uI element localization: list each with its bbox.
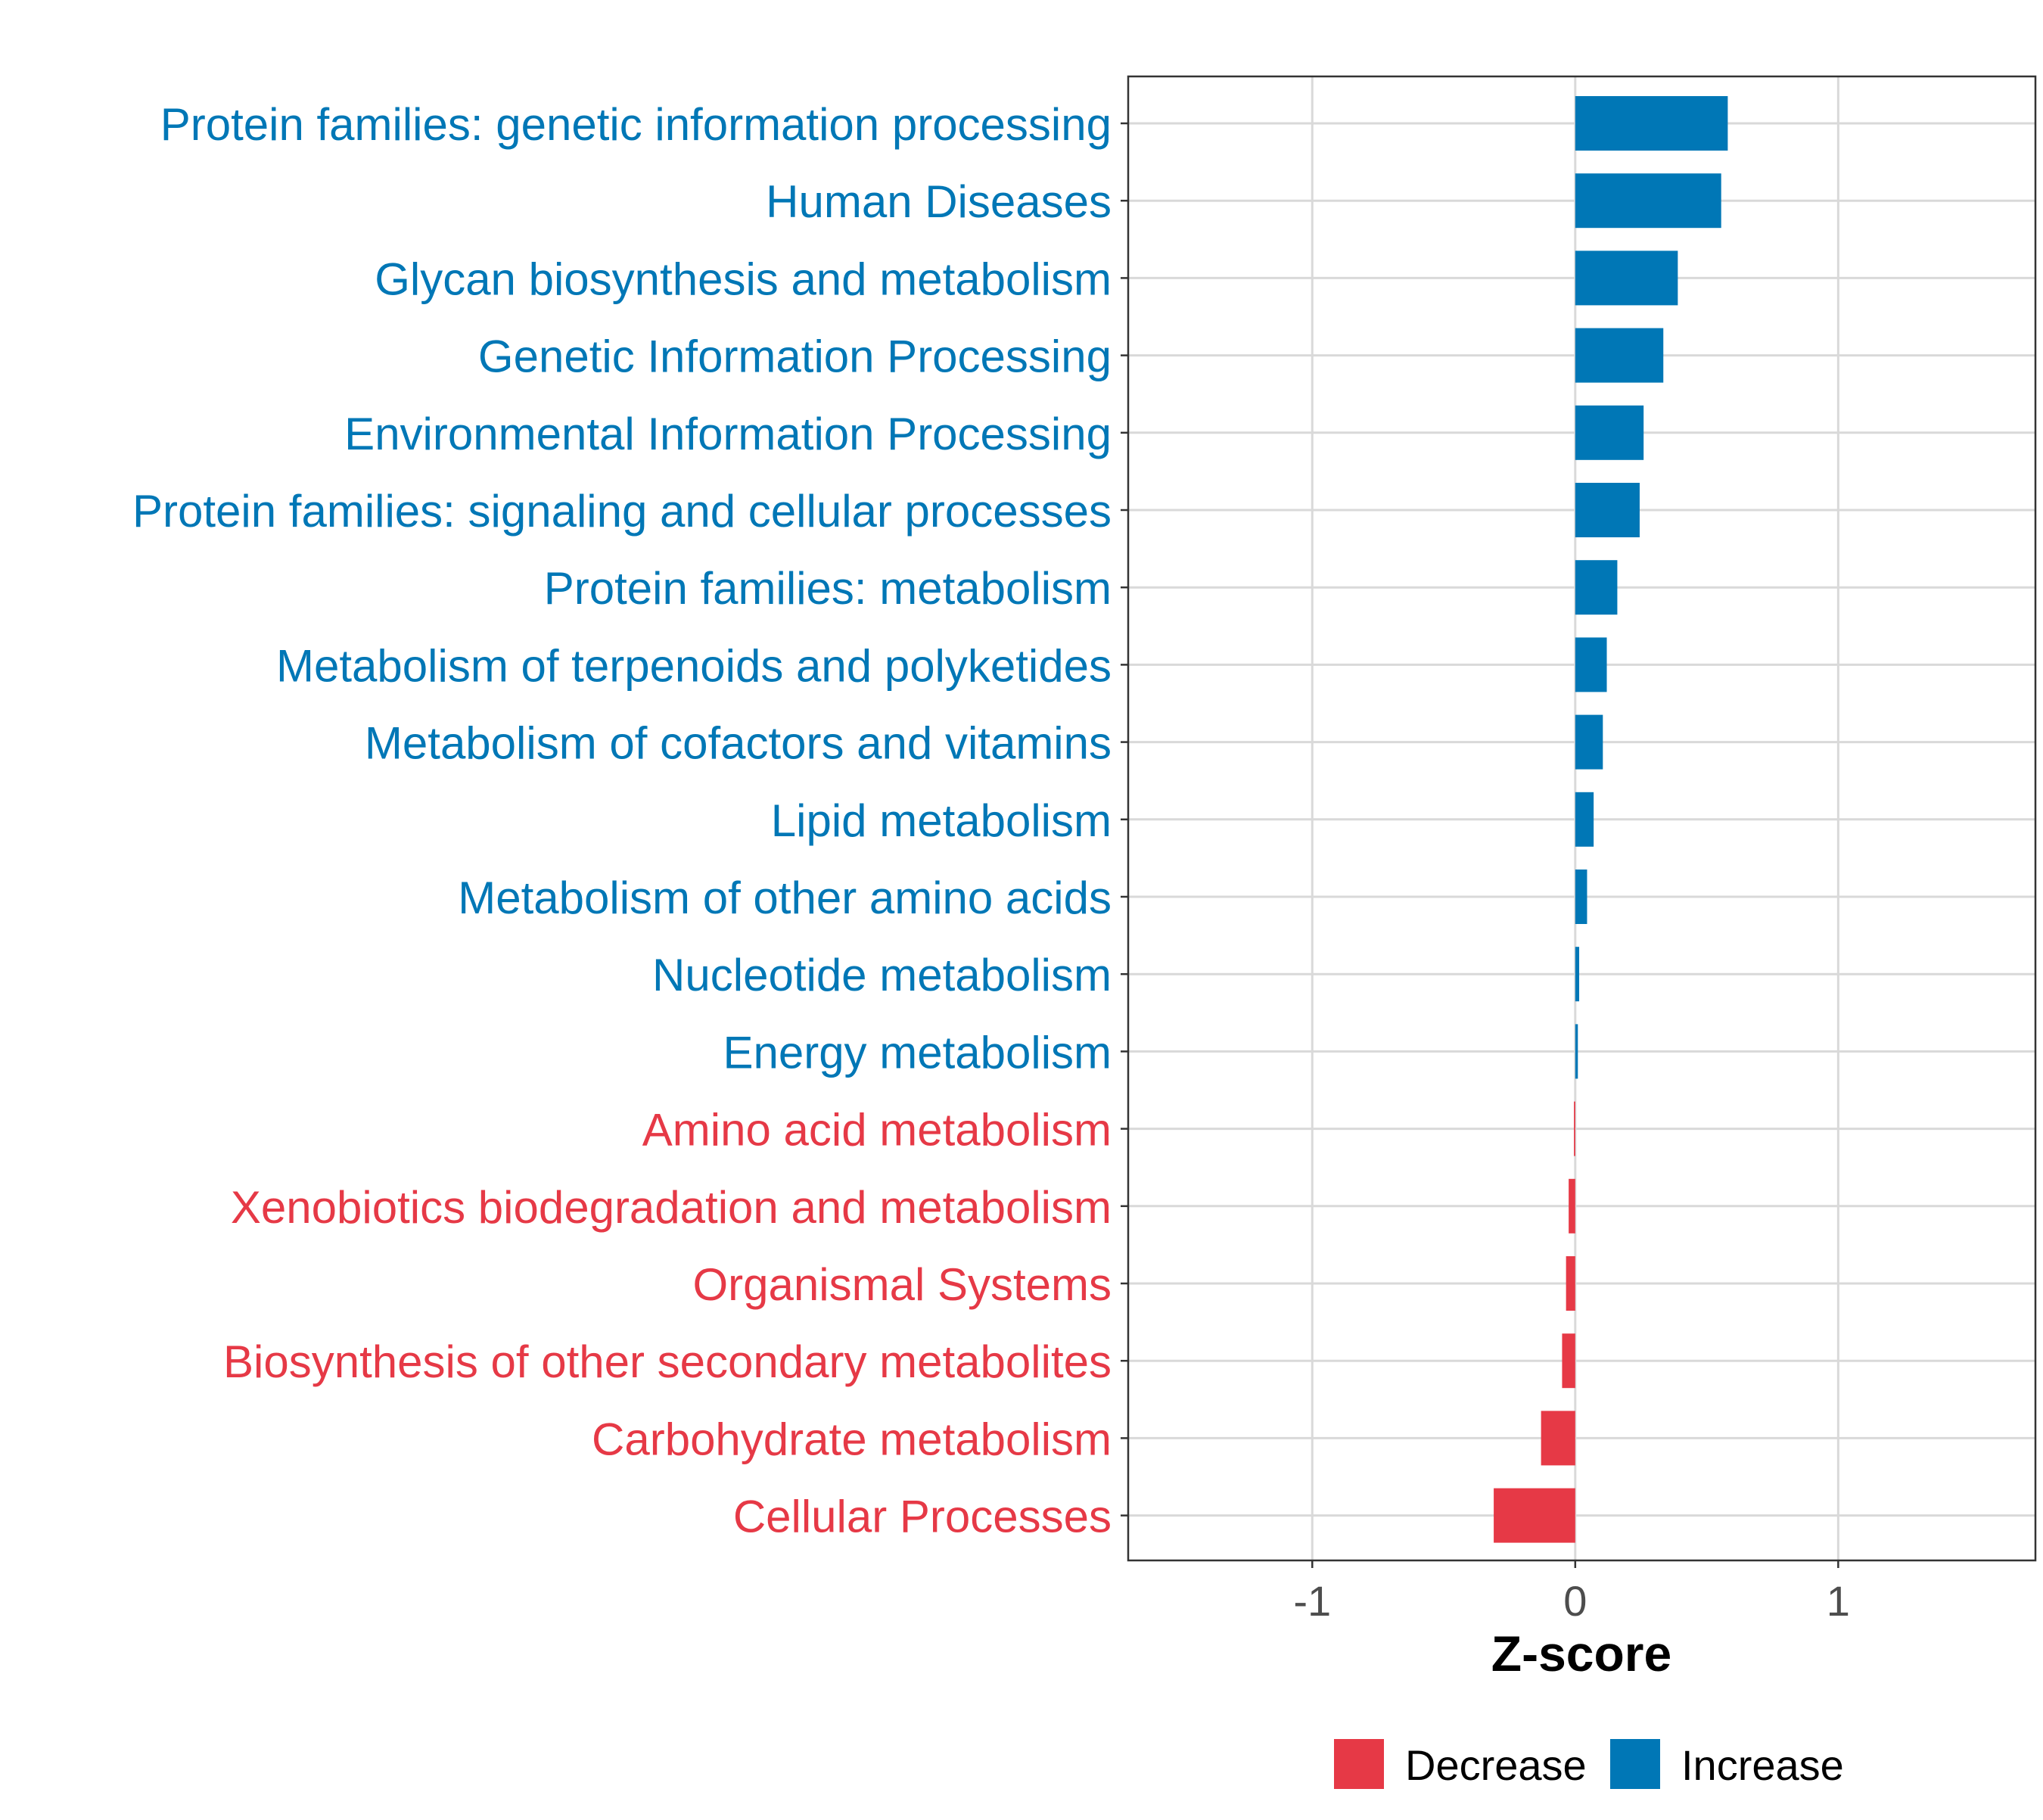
- bar: [1566, 1256, 1575, 1311]
- legend-label-increase: Increase: [1681, 1741, 1844, 1789]
- y-tick-label: Carbohydrate metabolism: [592, 1414, 1112, 1464]
- y-tick-label: Metabolism of terpenoids and polyketides: [276, 640, 1112, 691]
- y-tick-label: Amino acid metabolism: [642, 1105, 1112, 1156]
- y-tick-label: Xenobiotics biodegradation and metabolis…: [231, 1182, 1112, 1233]
- y-tick-label: Cellular Processes: [733, 1492, 1112, 1542]
- bar: [1569, 1178, 1575, 1234]
- axis-layer: Protein families: genetic information pr…: [132, 99, 1850, 1625]
- legend-label-decrease: Decrease: [1405, 1741, 1587, 1789]
- y-tick-label: Environmental Information Processing: [344, 409, 1112, 459]
- x-tick-label: 0: [1563, 1577, 1587, 1625]
- bar: [1575, 792, 1594, 847]
- bar: [1575, 1024, 1578, 1079]
- bar: [1575, 714, 1603, 770]
- bar: [1574, 1101, 1575, 1156]
- bar: [1575, 96, 1728, 151]
- bar: [1575, 483, 1640, 537]
- bar: [1575, 405, 1644, 460]
- y-tick-label: Biosynthesis of other secondary metaboli…: [223, 1336, 1112, 1387]
- bar-layer: [1494, 96, 1728, 1543]
- x-axis-title: Z-score: [1491, 1626, 1671, 1682]
- y-tick-label: Protein families: metabolism: [544, 563, 1112, 614]
- bar: [1541, 1411, 1575, 1466]
- x-tick-label: 1: [1827, 1577, 1850, 1625]
- bar: [1575, 637, 1607, 692]
- x-tick-label: -1: [1293, 1577, 1331, 1625]
- y-tick-label: Glycan biosynthesis and metabolism: [375, 254, 1112, 304]
- y-tick-label: Genetic Information Processing: [478, 331, 1112, 382]
- y-tick-label: Metabolism of cofactors and vitamins: [365, 718, 1112, 769]
- bar: [1575, 870, 1587, 924]
- bar: [1575, 173, 1721, 229]
- bar: [1562, 1333, 1575, 1389]
- y-tick-label: Nucleotide metabolism: [652, 950, 1112, 1000]
- bar: [1575, 250, 1678, 306]
- legend: Decrease Increase: [1334, 1739, 1844, 1789]
- legend-key-increase: [1610, 1739, 1660, 1789]
- bar: [1494, 1488, 1575, 1543]
- panel-border: [1127, 75, 2037, 1562]
- y-tick-label: Metabolism of other amino acids: [458, 873, 1112, 923]
- bar: [1575, 947, 1580, 1002]
- y-tick-label: Protein families: genetic information pr…: [160, 99, 1112, 150]
- y-tick-label: Energy metabolism: [723, 1027, 1112, 1078]
- y-tick-label: Lipid metabolism: [771, 795, 1112, 846]
- bar: [1575, 328, 1664, 383]
- y-tick-label: Organismal Systems: [693, 1259, 1112, 1310]
- y-tick-label: Protein families: signaling and cellular…: [132, 486, 1112, 537]
- bar: [1575, 560, 1618, 615]
- y-tick-label: Human Diseases: [766, 176, 1112, 227]
- legend-key-decrease: [1334, 1739, 1384, 1789]
